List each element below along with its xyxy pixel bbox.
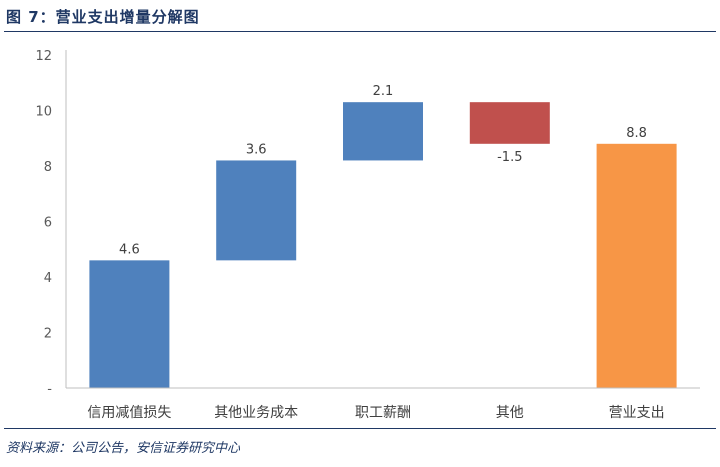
bar-decrease: [469, 102, 550, 144]
y-tick-label: 4: [44, 271, 52, 286]
y-tick-label: 6: [44, 216, 52, 231]
data-label: 4.6: [119, 242, 140, 257]
data-label: 3.6: [246, 142, 267, 157]
y-tick-label: 8: [44, 160, 52, 175]
bars: 4.6 3.6 2.1 -1.5 8.8: [89, 84, 677, 388]
source-divider: [4, 428, 716, 429]
data-label: 2.1: [373, 84, 394, 99]
source-note: 资料来源：公司公告，安信证券研究中心: [6, 441, 241, 456]
category-label: 营业支出: [609, 405, 665, 421]
y-tick-label: 10: [35, 105, 52, 120]
y-axis: - 2 4 6 8 10 12: [35, 49, 67, 397]
data-label: -1.5: [497, 150, 522, 165]
title-divider: [4, 31, 716, 32]
figure-title: 图 7：营业支出增量分解图: [6, 8, 200, 26]
x-axis: 信用减值损失 其他业务成本 职工薪酬 其他 营业支出: [66, 387, 700, 421]
y-tick-label: 2: [44, 327, 52, 342]
bar-total: [596, 143, 677, 388]
bar-increase: [343, 102, 423, 161]
y-tick-label: -: [47, 382, 52, 397]
category-label: 职工薪酬: [355, 405, 411, 421]
y-tick-label: 12: [35, 49, 52, 64]
category-label: 其他: [496, 405, 524, 421]
data-label: 8.8: [626, 126, 647, 141]
bar-increase: [216, 160, 297, 261]
category-label: 信用减值损失: [87, 405, 171, 421]
category-label: 其他业务成本: [214, 405, 298, 421]
bar-increase: [89, 260, 170, 388]
